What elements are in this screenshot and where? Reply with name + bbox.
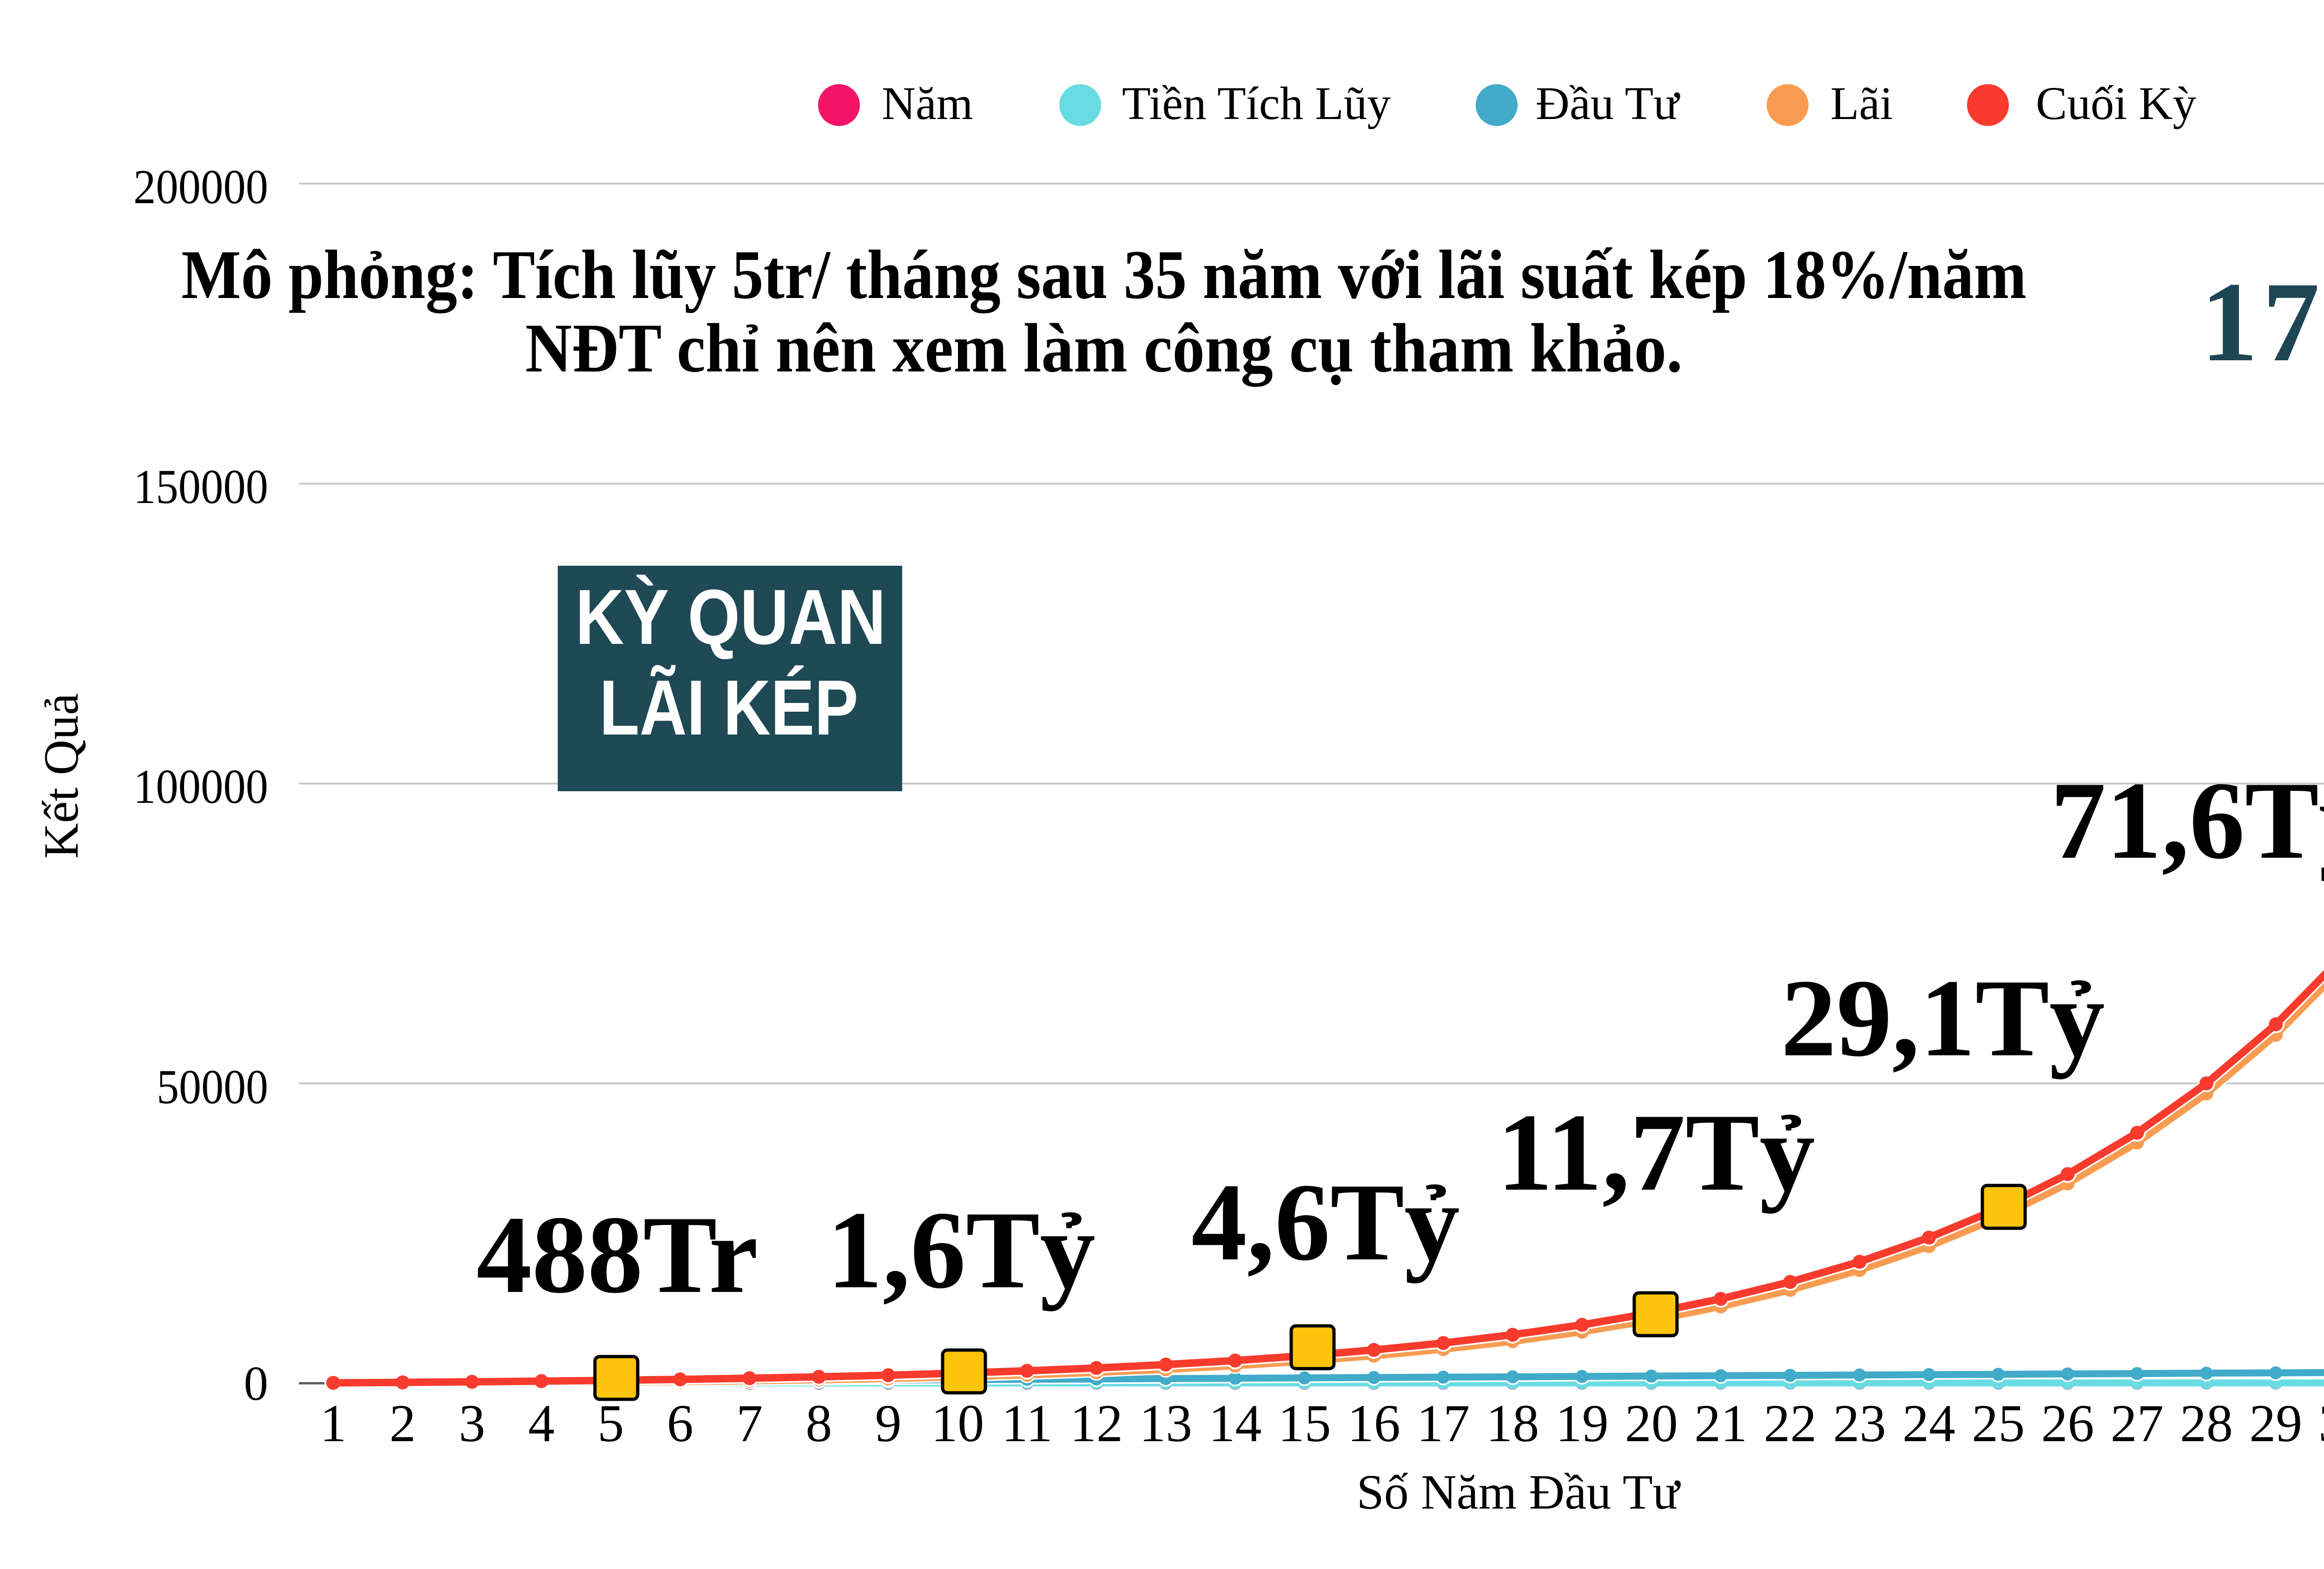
- svg-text:25: 25: [1972, 1394, 2025, 1453]
- svg-text:29,1Tỷ: 29,1Tỷ: [1781, 956, 2105, 1079]
- svg-text:150000: 150000: [133, 459, 268, 514]
- svg-text:19: 19: [1556, 1394, 1609, 1453]
- svg-text:3: 3: [459, 1394, 485, 1453]
- svg-text:30: 30: [2319, 1394, 2324, 1453]
- svg-text:16: 16: [1347, 1394, 1400, 1453]
- svg-text:KỲ QUAN: KỲ QUAN: [575, 573, 886, 661]
- svg-text:175,5Tỷ: 175,5Tỷ: [2201, 259, 2324, 385]
- svg-text:20: 20: [1625, 1394, 1678, 1453]
- svg-text:27: 27: [2111, 1394, 2164, 1453]
- svg-text:8: 8: [805, 1394, 832, 1453]
- svg-text:11: 11: [1002, 1394, 1053, 1453]
- svg-text:10: 10: [931, 1394, 984, 1453]
- svg-text:Năm: Năm: [882, 77, 973, 129]
- svg-text:Lãi: Lãi: [1830, 77, 1893, 129]
- svg-text:LÃI KÉP: LÃI KÉP: [600, 664, 858, 751]
- svg-text:Mô phỏng: Tích lũy 5tr/ tháng: Mô phỏng: Tích lũy 5tr/ tháng sau 35 năm…: [181, 236, 2027, 313]
- svg-text:0: 0: [244, 1356, 269, 1410]
- svg-text:Số Năm Đầu Tư: Số Năm Đầu Tư: [1357, 1465, 1681, 1519]
- svg-text:200000: 200000: [133, 159, 268, 214]
- svg-text:1: 1: [320, 1394, 347, 1453]
- svg-text:26: 26: [2041, 1394, 2094, 1453]
- svg-text:17: 17: [1417, 1394, 1470, 1453]
- svg-text:100000: 100000: [133, 759, 268, 814]
- svg-text:12: 12: [1070, 1394, 1123, 1453]
- svg-text:21: 21: [1694, 1394, 1747, 1453]
- svg-text:4,6Tỷ: 4,6Tỷ: [1191, 1160, 1460, 1284]
- svg-text:5: 5: [598, 1394, 624, 1453]
- svg-text:29: 29: [2249, 1394, 2302, 1453]
- svg-text:15: 15: [1278, 1394, 1331, 1453]
- svg-text:71,6Tỷ: 71,6Tỷ: [2050, 759, 2324, 882]
- svg-text:Cuối Kỳ: Cuối Kỳ: [2036, 77, 2197, 129]
- svg-text:24: 24: [1902, 1394, 1955, 1453]
- svg-text:Tiền Tích Lũy: Tiền Tích Lũy: [1122, 77, 1391, 129]
- svg-text:9: 9: [875, 1394, 902, 1453]
- svg-text:28: 28: [2180, 1394, 2233, 1453]
- svg-text:Đầu Tư: Đầu Tư: [1536, 77, 1680, 129]
- svg-text:22: 22: [1764, 1394, 1817, 1453]
- svg-text:4: 4: [528, 1394, 555, 1453]
- svg-text:18: 18: [1486, 1394, 1539, 1453]
- svg-text:NĐT chỉ nên xem làm công cụ th: NĐT chỉ nên xem làm công cụ tham khảo.: [525, 310, 1683, 387]
- svg-text:11,7Tỷ: 11,7Tỷ: [1497, 1091, 1815, 1214]
- svg-text:2: 2: [390, 1394, 416, 1453]
- svg-text:23: 23: [1833, 1394, 1886, 1453]
- svg-text:6: 6: [667, 1394, 693, 1453]
- svg-text:Kết Quả: Kết Quả: [34, 693, 88, 859]
- svg-text:14: 14: [1208, 1394, 1261, 1453]
- svg-text:7: 7: [736, 1394, 763, 1453]
- svg-text:50000: 50000: [157, 1059, 268, 1114]
- svg-text:13: 13: [1139, 1394, 1192, 1453]
- svg-text:1,6Tỷ: 1,6Tỷ: [827, 1188, 1096, 1311]
- svg-text:488Tr: 488Tr: [476, 1193, 758, 1316]
